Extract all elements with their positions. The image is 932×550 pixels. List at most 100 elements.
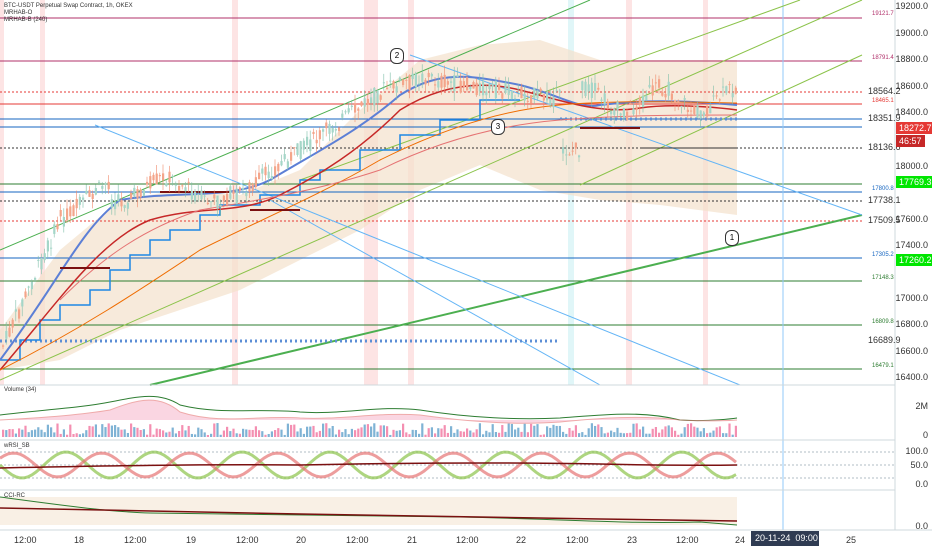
candle-body	[405, 79, 408, 81]
price-pane[interactable]	[0, 0, 863, 530]
volume-bar	[549, 427, 552, 437]
candle-body	[226, 193, 229, 206]
volume-bar	[414, 430, 417, 437]
price-axis-label: 16600.0	[895, 346, 928, 356]
cci-axis-label: 0.0	[915, 521, 928, 531]
cci-pane-label: CCI-RC	[4, 493, 25, 499]
volume-bar	[728, 423, 731, 437]
volume-bar	[40, 429, 43, 437]
volume-bar	[411, 429, 414, 437]
candle-body	[475, 82, 478, 96]
candle-body	[626, 111, 629, 120]
candle-body	[254, 177, 257, 188]
time-label: 12:00	[14, 535, 37, 545]
volume-bar	[715, 427, 718, 437]
candle-body	[139, 189, 142, 198]
level-label: 17305.2	[872, 252, 894, 258]
candle-body	[562, 147, 565, 154]
volume-bar	[654, 427, 657, 437]
volume-pane[interactable]	[0, 395, 738, 437]
candle-body	[210, 201, 213, 203]
candle-body	[309, 139, 312, 152]
candle-body	[469, 86, 472, 90]
volume-bar	[450, 426, 453, 437]
volume-bar	[210, 433, 213, 437]
volume-bar	[360, 427, 363, 437]
ma-pink	[59, 114, 738, 301]
volume-bar	[229, 431, 232, 437]
candle-body	[152, 174, 155, 181]
volume-bar	[133, 427, 136, 437]
candle-body	[514, 98, 517, 100]
candle-body	[523, 93, 526, 101]
candle-body	[251, 183, 254, 192]
volume-bar	[446, 432, 449, 437]
candle-body	[446, 81, 449, 85]
volume-bar	[146, 434, 149, 437]
volume-bar	[622, 433, 625, 437]
volume-bar	[386, 426, 389, 437]
candle-body	[421, 73, 424, 82]
volume-bar	[520, 431, 523, 437]
volume-bar	[485, 430, 488, 437]
candle-body	[373, 87, 376, 106]
volume-bar	[683, 427, 686, 437]
level-label: 18791.4	[872, 55, 894, 61]
volume-bar	[555, 425, 558, 437]
marker-2[interactable]: 2	[390, 48, 404, 64]
volume-bar	[136, 427, 139, 437]
candle-body	[21, 299, 24, 307]
candle-body	[174, 184, 177, 186]
rsi-wave-red	[0, 451, 737, 479]
volume-bar	[475, 429, 478, 437]
level-label: 17738.1	[868, 195, 901, 205]
candle-body	[379, 95, 382, 100]
rsi-pane[interactable]	[0, 450, 895, 480]
candle-body	[709, 105, 712, 114]
volume-bar	[206, 434, 209, 437]
price-axis-label: 19200.0	[895, 1, 928, 11]
volume-bar	[402, 423, 405, 437]
price-axis-label: 16800.0	[895, 319, 928, 329]
candle-body	[242, 187, 245, 190]
volume-bar	[526, 432, 529, 437]
candle-body	[395, 86, 398, 93]
candle-body	[184, 187, 187, 192]
volume-bar	[158, 429, 161, 437]
candle-body	[533, 87, 536, 99]
candle-body	[315, 139, 318, 144]
candle-body	[571, 150, 574, 152]
volume-bar	[219, 434, 222, 437]
volume-bar	[478, 423, 481, 437]
candles-group	[2, 64, 737, 350]
candle-body	[168, 171, 171, 183]
volume-bar	[322, 423, 325, 437]
volume-bar	[462, 431, 465, 437]
volume-bar	[696, 427, 699, 437]
marker-3[interactable]: 3	[491, 119, 505, 135]
volume-bar	[190, 433, 193, 437]
candle-body	[248, 182, 251, 192]
candle-body	[296, 143, 299, 155]
cci-pane[interactable]	[0, 496, 738, 526]
volume-bar	[277, 428, 280, 437]
candle-body	[46, 240, 49, 252]
level-label: 16479.1	[872, 363, 894, 369]
candle-body	[536, 90, 539, 99]
candle-body	[453, 75, 456, 92]
candle-body	[667, 81, 670, 96]
candle-body	[584, 81, 587, 96]
marker-1[interactable]: 1	[725, 230, 739, 246]
candle-body	[34, 277, 37, 280]
volume-bar	[347, 434, 350, 437]
candle-body	[510, 90, 513, 99]
candle-body	[91, 193, 94, 200]
volume-bar	[261, 431, 264, 437]
candle-body	[437, 81, 440, 88]
volume-bar	[597, 424, 600, 437]
candle-body	[197, 193, 200, 195]
volume-bar	[718, 426, 721, 437]
cci-red	[0, 507, 738, 522]
volume-bar	[565, 433, 568, 437]
